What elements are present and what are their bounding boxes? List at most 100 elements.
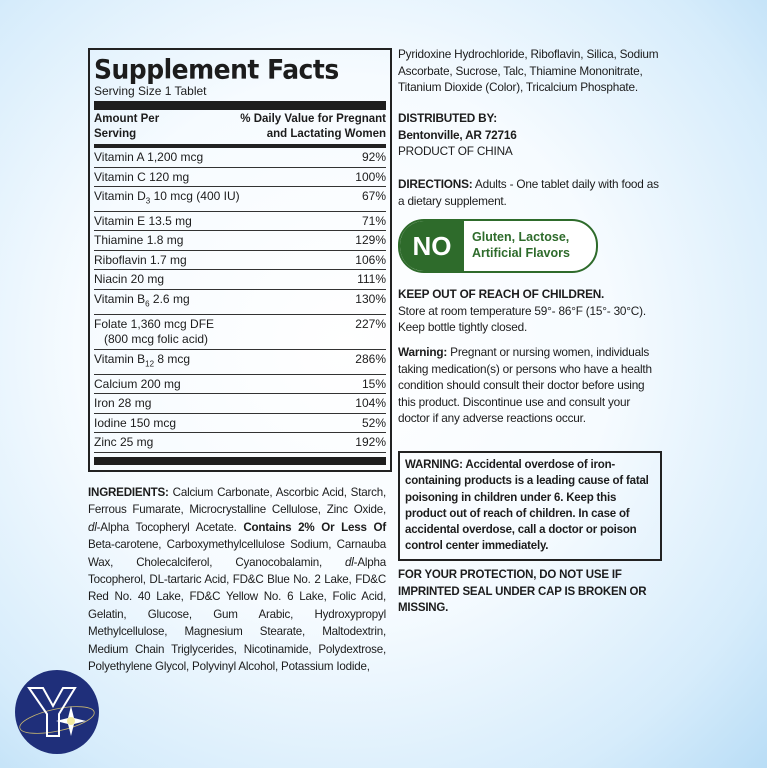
ingredients: INGREDIENTS: Calcium Carbonate, Ascorbic… (88, 484, 386, 675)
nutrient-label: Calcium 200 mg (94, 376, 181, 391)
warning: Warning: Pregnant or nursing women, indi… (398, 344, 660, 427)
product-origin: PRODUCT OF CHINA (398, 144, 513, 158)
header-amount: Amount Per (94, 113, 160, 125)
warning-text: Pregnant or nursing women, individuals t… (398, 345, 652, 425)
ingredients-text: dl (345, 555, 354, 569)
nutrient-amount: 8 mcg (154, 351, 191, 366)
nutrient-name: Riboflavin 1.7 mg (94, 251, 187, 270)
header-dv: % Daily Value for Pregnant (240, 113, 386, 125)
nutrient-label: Vitamin C 120 mg (94, 169, 190, 184)
nutrient-row: Vitamin B12 8 mcg 286% (94, 350, 386, 375)
nutrient-label: Iodine 150 mcg (94, 415, 177, 430)
nutrient-row: Zinc 25 mg 192% (94, 433, 386, 453)
ingredients-text: Calcium Carbonate, Ascorbic Acid, Starch… (88, 486, 386, 517)
nutrient-name: Vitamin B6 2.6 mg (94, 290, 190, 314)
nutrient-name: Vitamin B12 8 mcg (94, 350, 190, 374)
nutrient-dv: 106% (355, 252, 386, 267)
nutrient-label: Thiamine 1.8 mg (94, 233, 184, 248)
ingredients-text: dl (88, 520, 97, 534)
nutrient-name: Iodine 150 mcg (94, 414, 176, 433)
nutrient-name: Iron 28 mg (94, 394, 151, 413)
nutrient-name: Vitamin E 13.5 mg (94, 212, 192, 231)
nutrient-row: Vitamin C 120 mg 100% (94, 168, 386, 187)
nutrient-row: Vitamin E 13.5 mg 71% (94, 212, 386, 232)
nutrient-row: Vitamin D3 10 mcg (400 IU) 67% (94, 187, 386, 212)
nutrient-dv: 15% (361, 376, 386, 391)
nutrient-row: Iodine 150 mcg 52% (94, 414, 386, 434)
nutrient-name: Vitamin C 120 mg (94, 168, 189, 187)
nutrient-name: Thiamine 1.8 mg (94, 231, 183, 250)
nutrient-dv: 286% (355, 351, 386, 366)
nutrient-row: Riboflavin 1.7 mg 106% (94, 251, 386, 271)
protection-notice: FOR YOUR PROTECTION, DO NOT USE IF IMPRI… (398, 569, 647, 614)
ingredients-label: INGREDIENTS: (88, 486, 169, 499)
keep-out-label: KEEP OUT OF REACH OF CHILDREN. (398, 287, 605, 301)
directions-text: Adults - One tablet daily with food as a… (398, 177, 659, 208)
brand-logo (15, 670, 99, 754)
directions-label: DIRECTIONS: (398, 177, 473, 191)
badge-line1: Gluten, Lactose, (472, 230, 570, 244)
nutrient-note: (800 mcg folic acid) (94, 331, 209, 346)
nutrient-dv: 67% (361, 189, 386, 203)
nutrient-dv: 192% (355, 435, 386, 450)
nutrient-name: Folate 1,360 mcg DFE (800 mcg folic acid… (94, 317, 214, 347)
nutrient-label: Vitamin B (94, 291, 146, 306)
facts-title: Supplement Facts (94, 54, 339, 85)
nutrient-name: Calcium 200 mg (94, 375, 181, 394)
nutrient-row: Iron 28 mg 104% (94, 394, 386, 414)
nutrient-label: Folate 1,360 mcg DFE (94, 316, 215, 331)
ingredients-text: -Alpha Tocopherol, DL-tartaric Acid, FD&… (88, 555, 386, 674)
badge-no: NO (400, 221, 464, 271)
nutrient-name: Vitamin A 1,200 mcg (94, 148, 203, 167)
nutrient-subscript: 3 (145, 196, 151, 206)
nutrient-rows: Vitamin A 1,200 mcg 92% Vitamin C 120 mg 10… (94, 148, 386, 453)
distributor-address: Bentonville, AR 72716 (398, 127, 517, 142)
divider-bar (94, 101, 386, 110)
nutrient-label: Niacin 20 mg (94, 272, 165, 287)
storage: KEEP OUT OF REACH OF CHILDREN. Store at r… (398, 286, 660, 336)
nutrient-dv: 129% (355, 233, 386, 248)
nutrient-dv: 100% (355, 169, 386, 184)
ingredients-contains: Contains 2% Or Less Of (243, 520, 387, 534)
nutrient-row: Folate 1,360 mcg DFE (800 mcg folic acid… (94, 315, 386, 350)
serving-size: Serving Size 1 Tablet (94, 84, 207, 98)
facts-header: Amount Per Serving % Daily Value for Preg… (94, 112, 386, 148)
free-from-badge: NO Gluten, Lactose, Artificial Flavors (398, 219, 598, 273)
distributed-label: DISTRIBUTED BY: (398, 111, 498, 125)
nutrient-label: Vitamin A 1,200 mcg (94, 150, 204, 164)
nutrient-dv: 227% (355, 316, 386, 331)
header-women: and Lactating Women (266, 128, 386, 140)
nutrient-label: Vitamin D (94, 189, 146, 203)
nutrient-row: Thiamine 1.8 mg 129% (94, 231, 386, 251)
header-serving: Serving (94, 128, 137, 140)
nutrient-amount: 2.6 mg (149, 291, 190, 306)
nutrient-label: Riboflavin 1.7 mg (94, 252, 187, 267)
nutrient-row: Vitamin B6 2.6 mg 130% (94, 290, 386, 315)
nutrient-dv: 92% (361, 150, 386, 164)
ingredients-continued: Pyridoxine Hydrochloride, Riboflavin, Si… (398, 47, 659, 94)
nutrient-row: Calcium 200 mg 15% (94, 375, 386, 395)
nutrient-row: Niacin 20 mg 111% (94, 270, 386, 290)
ingredients-text: -Alpha Tocopheryl Acetate. (96, 520, 244, 534)
distributor: DISTRIBUTED BY: Bentonville, AR 72716 PR… (398, 110, 660, 160)
storage-text: Store at room temperature 59°- 86°F (15°… (398, 303, 646, 335)
nutrient-dv: 111% (357, 272, 386, 287)
ingredients-text: Beta-carotene, Carboxymethylcellulose So… (88, 538, 386, 569)
nutrient-label: Vitamin B (94, 351, 146, 366)
nutrient-label: Vitamin E 13.5 mg (94, 213, 192, 228)
nutrient-name: Vitamin D3 10 mcg (400 IU) (94, 187, 240, 211)
nutrient-subscript: 12 (145, 359, 155, 369)
nutrient-dv: 71% (361, 213, 386, 228)
nutrient-subscript: 6 (145, 299, 150, 309)
nutrient-dv: 52% (361, 415, 386, 430)
divider-bar (94, 456, 386, 465)
supplement-facts-panel: Supplement Facts Serving Size 1 Tablet A… (88, 48, 392, 472)
iron-warning-box: WARNING: Accidental overdose of iron-con… (398, 451, 662, 561)
nutrient-name: Niacin 20 mg (94, 270, 164, 289)
nutrient-row: Vitamin A 1,200 mcg 92% (94, 148, 386, 168)
nutrient-dv: 104% (355, 396, 386, 411)
badge-line2: Artificial Flavors (472, 246, 570, 260)
nutrient-label: Zinc 25 mg (94, 435, 154, 450)
nutrient-amount: 10 mcg (400 IU) (150, 189, 240, 203)
nutrient-dv: 130% (355, 291, 386, 306)
